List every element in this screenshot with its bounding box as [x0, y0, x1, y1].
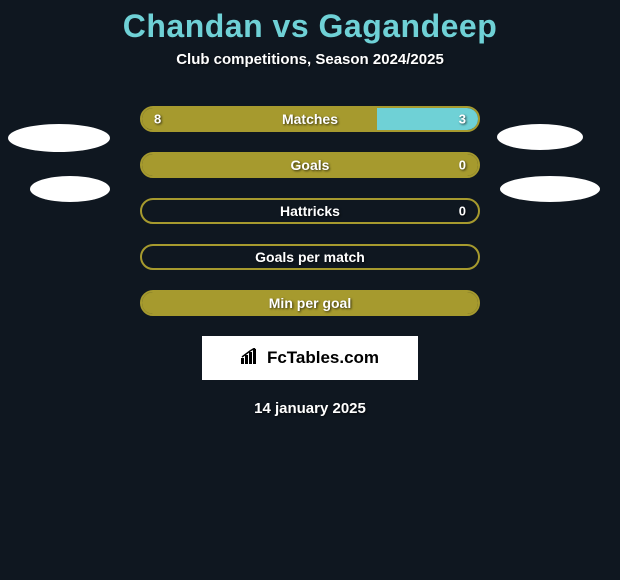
comparison-title: Chandan vs Gagandeep — [0, 0, 620, 45]
stat-bar-track: Min per goal — [140, 290, 480, 316]
subtitle: Club competitions, Season 2024/2025 — [0, 51, 620, 68]
decoration-ellipse — [497, 124, 583, 150]
stat-bar-track: Hattricks 0 — [140, 198, 480, 224]
infographic-container: Chandan vs Gagandeep Club competitions, … — [0, 0, 620, 580]
stat-label: Matches — [282, 111, 338, 127]
stat-value-player2: 0 — [459, 158, 466, 173]
source-badge: FcTables.com — [202, 336, 418, 380]
stat-value-player2: 3 — [459, 112, 466, 127]
stat-bar-track: Goals 0 — [140, 152, 480, 178]
badge-label: FcTables.com — [267, 348, 379, 368]
stat-value-player1: 8 — [154, 112, 161, 127]
chart-icon — [241, 348, 261, 369]
decoration-ellipse — [30, 176, 110, 202]
bar-fill-player1 — [142, 108, 377, 130]
stat-row: Goals 0 — [0, 152, 620, 178]
stat-bar-track: Goals per match — [140, 244, 480, 270]
decoration-ellipse — [8, 124, 110, 152]
stat-value-player2: 0 — [459, 204, 466, 219]
stat-bar-track: Matches 8 3 — [140, 106, 480, 132]
date-label: 14 january 2025 — [0, 400, 620, 417]
stat-row: Min per goal — [0, 290, 620, 316]
stat-row: Hattricks 0 — [0, 198, 620, 224]
stat-label: Hattricks — [280, 203, 340, 219]
stat-label: Goals per match — [255, 249, 365, 265]
stat-label: Min per goal — [269, 295, 351, 311]
stat-label: Goals — [291, 157, 330, 173]
stat-row: Goals per match — [0, 244, 620, 270]
decoration-ellipse — [500, 176, 600, 202]
